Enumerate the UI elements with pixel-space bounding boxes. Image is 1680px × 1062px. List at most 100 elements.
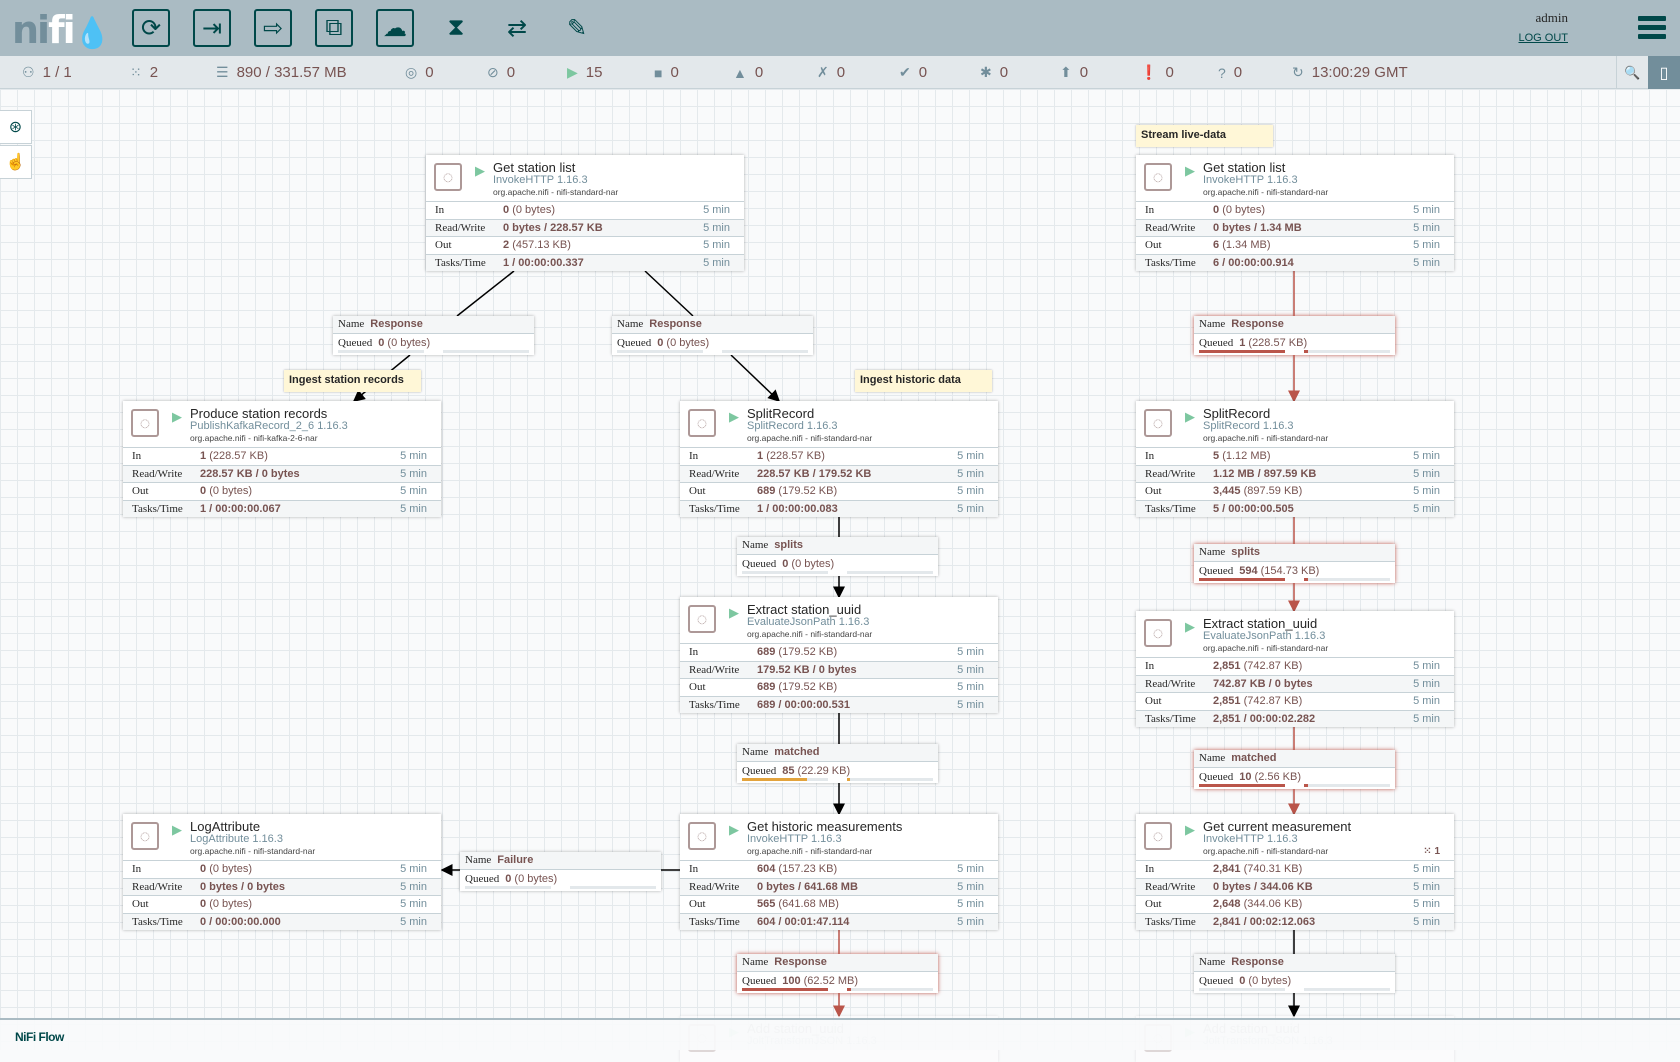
processor-name: Get station list — [493, 160, 576, 175]
connection-label[interactable]: Name splits Queued 594 (154.73 KB) — [1194, 544, 1395, 583]
process-group-icon[interactable]: ⧉ — [315, 9, 353, 47]
size-backpressure-bar — [847, 778, 933, 781]
output-port-icon[interactable]: ⇨ — [254, 9, 292, 47]
connection-name: Failure — [497, 854, 534, 866]
stat-row-out: Out 689 (179.52 KB) 5 min — [680, 482, 998, 500]
processor-header: ◌ ▶ Produce station records PublishKafkaRec… — [123, 401, 441, 447]
template-icon[interactable]: ⇄ — [506, 14, 528, 42]
status-queued: ☰ 890 / 331.57 MB — [216, 64, 347, 81]
stat-row-out: Out 2,851 (742.87 KB) 5 min — [1136, 692, 1454, 710]
processor[interactable]: ◌ ▶ Produce station records PublishKafkaRec… — [123, 401, 441, 517]
stat-value: 689 (179.52 KB) — [757, 646, 838, 658]
processor[interactable]: ◌ ▶ Get station list InvokeHTTP 1.16.3 org.a… — [426, 155, 744, 271]
logout-link[interactable]: LOG OUT — [1518, 32, 1568, 44]
processor-name: LogAttribute — [190, 819, 261, 834]
count-backpressure-bar — [1199, 784, 1285, 787]
processor[interactable]: ◌ ▶ Get current measurement InvokeHTTP 1.16… — [1136, 814, 1454, 930]
locally-modified-icon: ✱ — [980, 64, 992, 80]
processor-name: Get historic measurements — [747, 819, 903, 834]
count-backpressure-bar — [1199, 578, 1285, 581]
connection-label[interactable]: Name Response Queued 0 (0 bytes) — [333, 316, 534, 355]
remote-process-group-icon[interactable]: ☁ — [376, 9, 414, 47]
connection-label[interactable]: Name Response Queued 0 (0 bytes) — [1194, 954, 1395, 993]
processor-icon: ◌ — [688, 822, 716, 850]
stat-row-rw: Read/Write 742.87 KB / 0 bytes 5 min — [1136, 674, 1454, 692]
queued-count: 0 — [505, 873, 512, 885]
stat-value: 6 (1.34 MB) — [1213, 239, 1271, 251]
status-refreshed[interactable]: ↻ 13:00:29 GMT — [1292, 64, 1408, 81]
connection-label[interactable]: Name Response Queued 0 (0 bytes) — [612, 316, 813, 355]
connection-path[interactable] — [730, 354, 781, 403]
stat-value: 1 / 00:00:00.067 — [200, 502, 281, 515]
processor-type: SplitRecord 1.16.3 — [747, 420, 838, 432]
processor-header: ◌ ▶ Get station list InvokeHTTP 1.16.3 org.a… — [426, 155, 744, 201]
queued-count: 1 — [1239, 337, 1246, 349]
breadcrumb-bar: NiFi Flow — [0, 1018, 1680, 1050]
connection-label[interactable]: Name Response Queued 1 (228.57 KB) — [1194, 316, 1395, 355]
processor[interactable]: ◌ ▶ Extract station_uuid EvaluateJsonPath 1… — [1136, 611, 1454, 727]
status-invalid: ▲ 0 — [733, 64, 764, 81]
input-port-icon[interactable]: ⇥ — [193, 9, 231, 47]
processor-icon[interactable]: ⟳ — [132, 9, 170, 47]
connection-name: splits — [774, 539, 803, 551]
processor[interactable]: ◌ ▶ Extract station_uuid EvaluateJsonPath 1… — [680, 597, 998, 713]
header: nifi💧 admin LOG OUT ⟳ ⇥ ⇨ ⧉ ☁ ⧗ ⇄ ✎ — [0, 0, 1680, 56]
processor[interactable]: ◌ ▶ SplitRecord SplitRecord 1.16.3 org.apach… — [1136, 401, 1454, 517]
processor-icon: ◌ — [688, 605, 716, 633]
connection-label[interactable]: Name matched Queued 85 (22.29 KB) — [737, 744, 938, 783]
connection-name: Response — [774, 956, 827, 968]
processor[interactable]: ◌ ▶ Get station list InvokeHTTP 1.16.3 org.a… — [1136, 155, 1454, 271]
stat-row-in: In 0 (0 bytes) 5 min — [1136, 201, 1454, 219]
stat-row-tasks: Tasks/Time 1 / 00:00:00.067 5 min — [123, 499, 441, 517]
stat-value: 2,851 (742.87 KB) — [1213, 660, 1303, 672]
status-nodes: ⚇ 1 / 1 — [22, 64, 72, 81]
breadcrumb-root[interactable]: NiFi Flow — [15, 1030, 64, 1044]
stat-value: 0 (0 bytes) — [503, 204, 555, 216]
stat-row-in: In 604 (157.23 KB) 5 min — [680, 860, 998, 878]
flowfile-summary-toggle-icon[interactable]: ▯ — [1648, 56, 1680, 89]
processor-type: InvokeHTTP 1.16.3 — [1203, 833, 1298, 845]
running-icon: ▶ — [1185, 409, 1195, 424]
stat-value: 689 (179.52 KB) — [757, 681, 838, 693]
funnel-icon[interactable]: ⧗ — [447, 14, 465, 41]
canvas-label[interactable]: Ingest station records — [284, 370, 421, 392]
navigate-icon[interactable]: ⊛ — [0, 110, 32, 144]
active-threads-icon: ⁙ — [130, 64, 142, 80]
stat-row-in: In 2,851 (742.87 KB) 5 min — [1136, 657, 1454, 675]
stat-row-tasks: Tasks/Time 2,841 / 00:02:12.063 5 min — [1136, 912, 1454, 930]
count-backpressure-bar — [338, 350, 424, 353]
connection-label[interactable]: Name splits Queued 0 (0 bytes) — [737, 537, 938, 576]
processor[interactable]: ◌ ▶ SplitRecord SplitRecord 1.16.3 org.apach… — [680, 401, 998, 517]
count-backpressure-bar — [1199, 350, 1285, 353]
count-backpressure-bar — [1199, 988, 1285, 991]
stat-value: 2,841 (740.31 KB) — [1213, 863, 1303, 875]
connection-name: matched — [774, 746, 820, 758]
processor[interactable]: ◌ ▶ Get historic measurements InvokeHTTP 1.… — [680, 814, 998, 930]
modified-stale-icon: ❗ — [1140, 64, 1158, 80]
connected-nodes-icon: ⚇ — [22, 64, 35, 80]
size-backpressure-bar — [722, 350, 808, 353]
connection-label[interactable]: Name Response Queued 100 (62.52 MB) — [737, 954, 938, 993]
search-button[interactable]: 🔍 — [1616, 56, 1648, 89]
connection-label[interactable]: Name Failure Queued 0 (0 bytes) — [460, 852, 661, 891]
processor-bundle: org.apache.nifi - nifi-standard-nar — [1203, 846, 1329, 856]
stat-row-tasks: Tasks/Time 1 / 00:00:00.337 5 min — [426, 253, 744, 271]
processor-header: ◌ ▶ LogAttribute LogAttribute 1.16.3 org.apa… — [123, 814, 441, 860]
connection-path[interactable] — [644, 270, 694, 317]
operate-hand-icon[interactable]: ☝ — [0, 145, 32, 179]
running-icon: ▶ — [567, 64, 578, 80]
canvas-label[interactable]: Stream live-data — [1136, 125, 1273, 147]
connection-label[interactable]: Name matched Queued 10 (2.56 KB) — [1194, 750, 1395, 789]
processor[interactable]: ◌ ▶ LogAttribute LogAttribute 1.16.3 org.apa… — [123, 814, 441, 930]
status-transmitting: ◎ 0 — [405, 64, 434, 81]
running-icon: ▶ — [1185, 619, 1195, 634]
connection-path[interactable] — [456, 270, 515, 317]
canvas-label[interactable]: Ingest historic data — [855, 370, 992, 392]
processor-icon: ◌ — [131, 822, 159, 850]
label-icon[interactable]: ✎ — [566, 14, 588, 42]
global-menu-button[interactable] — [1638, 16, 1666, 40]
username: admin — [1535, 10, 1569, 25]
not-transmitting-icon: ⊘ — [487, 64, 499, 80]
processor-bundle: org.apache.nifi - nifi-standard-nar — [747, 846, 873, 856]
